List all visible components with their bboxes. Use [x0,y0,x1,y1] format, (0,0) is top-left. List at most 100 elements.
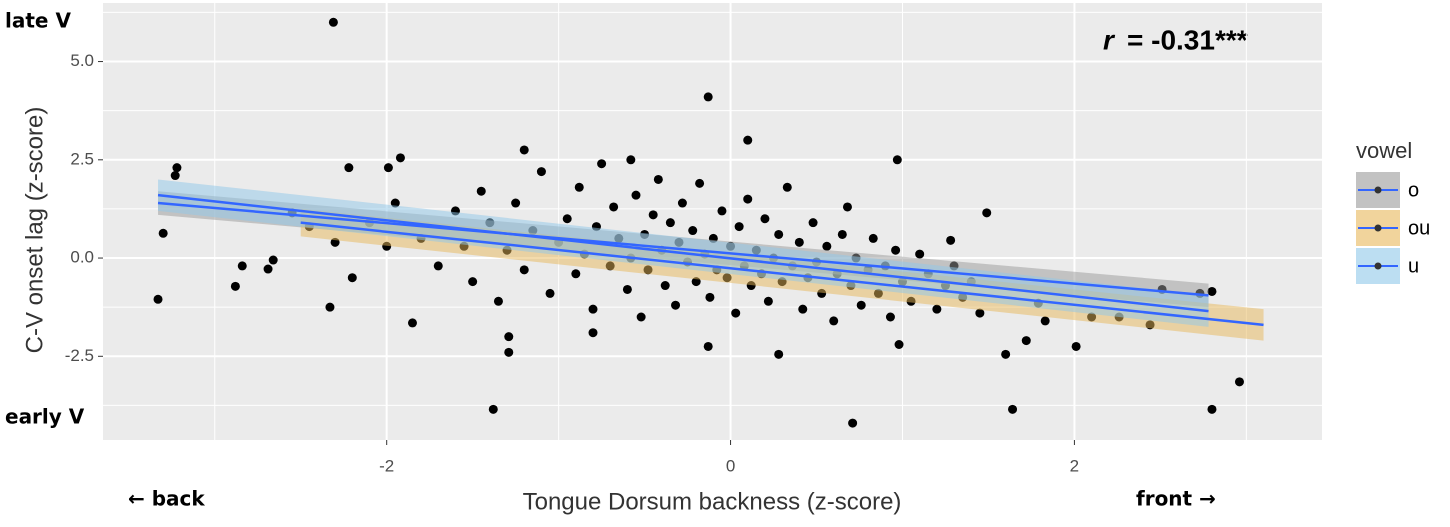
point [237,261,247,271]
point [636,312,646,322]
point [763,296,773,306]
point [705,292,715,302]
point [631,190,641,200]
point [932,304,942,314]
point [626,155,636,165]
point [158,228,168,238]
point [1021,336,1031,346]
x-tick-label: 2 [1070,456,1079,475]
point [798,304,808,314]
point [519,265,529,275]
point [894,340,904,350]
point [842,202,852,212]
point [660,281,670,291]
point [588,304,598,314]
point [975,308,985,318]
point [782,182,792,192]
point [504,332,514,342]
point [891,245,901,255]
legend-dot [1374,186,1382,194]
point [946,235,956,245]
point [665,218,675,228]
point [703,341,713,351]
point [1008,404,1018,414]
annotation: early V [5,405,85,429]
point [395,153,405,163]
annotation: ← back [128,487,205,511]
point [511,198,521,208]
point [153,294,163,304]
x-axis-label: Tongue Dorsum backness (z-score) [523,488,902,515]
point [571,269,581,279]
point [536,167,546,177]
x-tick-label: -2 [379,456,394,475]
point [622,284,632,294]
legend-title: vowel [1356,138,1412,163]
point [731,308,741,318]
point [743,194,753,204]
legend-label: ou [1408,217,1430,239]
point [1207,286,1217,296]
point [885,312,895,322]
point [774,229,784,239]
point [609,202,619,212]
point [433,261,443,271]
y-tick-label: -2.5 [65,346,94,365]
point [328,17,338,27]
point [347,273,357,283]
point [545,288,555,298]
point [982,208,992,218]
point [829,316,839,326]
point [493,296,503,306]
point [653,174,663,184]
point [1207,404,1217,414]
fit-line [300,221,1264,327]
point [1001,349,1011,359]
point [688,226,698,236]
point [671,300,681,310]
point [837,229,847,239]
y-tick-label: 2.5 [70,149,94,168]
point [774,349,784,359]
point [794,237,804,247]
r-value: = -0.31*** [1127,24,1248,55]
point [230,281,240,291]
point [848,418,858,428]
point [170,171,180,181]
fit-line [157,201,1209,297]
point [383,163,393,173]
point [1234,377,1244,387]
point [703,92,713,102]
point [822,241,832,251]
point [1040,316,1050,326]
legend-label: u [1408,255,1419,277]
point [856,300,866,310]
fit-line [157,193,1209,313]
point [407,318,417,328]
point [648,210,658,220]
legend-dot [1374,262,1382,270]
point [1071,341,1081,351]
point [476,186,486,196]
y-tick-label: 0.0 [70,248,94,267]
legend-label: o [1408,179,1419,201]
point [172,163,182,173]
point [734,222,744,232]
point [717,206,727,216]
point [468,277,478,287]
point [677,198,687,208]
point [695,178,705,188]
annotation: late V [5,9,71,33]
point [263,264,273,274]
point [760,214,770,224]
point [344,163,354,173]
point [519,145,529,155]
y-tick-label: 5.0 [70,51,94,70]
point [325,302,335,312]
y-axis-label: C-V onset lag (z-score) [21,107,48,354]
point [488,404,498,414]
r-symbol: r [1103,24,1116,55]
point [562,214,572,224]
